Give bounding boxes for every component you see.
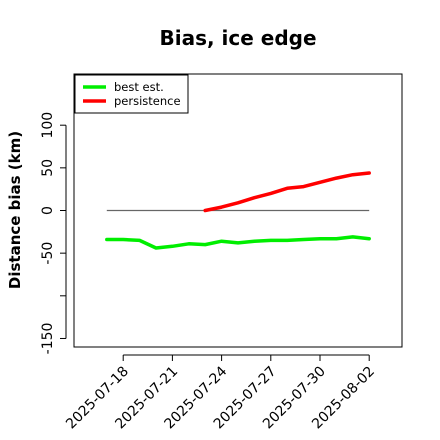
chart-title: Bias, ice edge <box>159 26 316 50</box>
series-line-best-est- <box>105 235 371 250</box>
y-axis: -150 -50 0 50 100 <box>40 112 67 355</box>
series-line-persistence <box>203 171 371 213</box>
y-tick-label: 50 <box>40 159 56 177</box>
y-tick-label: 0 <box>40 206 56 215</box>
y-tick-label: -50 <box>40 242 56 265</box>
plot-frame <box>73 73 403 348</box>
legend-box <box>74 74 189 114</box>
x-axis: 2025-07-182025-07-212025-07-242025-07-27… <box>63 354 378 432</box>
y-tick-label: -150 <box>40 323 56 355</box>
y-tick-label: 100 <box>40 112 56 139</box>
legend-label: best est. <box>114 80 164 94</box>
legend-label: persistence <box>114 94 181 108</box>
legend: best est.persistence <box>74 74 189 114</box>
series-layer <box>105 171 371 250</box>
y-axis-label: Distance bias (km) <box>6 131 24 289</box>
